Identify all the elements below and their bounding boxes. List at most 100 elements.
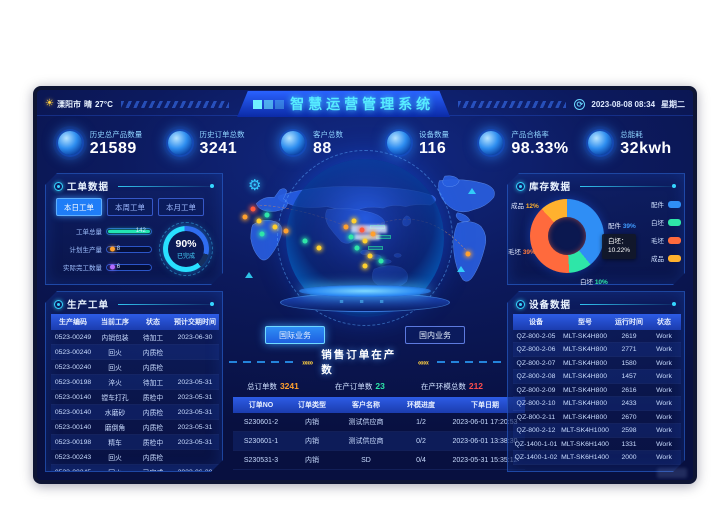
donut-label-finished: 成品 12%	[511, 203, 539, 210]
table-cell: QZ-1400-1-02	[513, 451, 559, 465]
orb-icon	[281, 131, 305, 155]
table-cell: 内销	[289, 431, 335, 451]
table-cell: 回火	[95, 450, 135, 465]
donut-legend: 配件 白坯 毛坯 成品	[651, 199, 681, 263]
kpi-label: 设备数量	[419, 129, 449, 139]
table-cell: 1/2	[397, 413, 445, 432]
stat-inproduction-orders: 在产订单数 23	[334, 381, 385, 391]
table-row: 0523-00140 磨倒角 内质检 2023-05-31	[51, 420, 219, 435]
column-header: 状态	[647, 314, 681, 330]
gauge-label: 已完成	[176, 254, 195, 260]
table-cell: QZ-800-2-10	[513, 397, 559, 411]
bar-fill	[110, 265, 115, 270]
table-cell: 0/2	[397, 431, 445, 451]
weather-widget: ☀ 溧阳市 晴 27°C	[45, 99, 113, 110]
table-cell: MLT-SK4H800	[559, 410, 611, 424]
table-cell: 2023-05-31	[171, 390, 219, 405]
table-row: QZ-1400-1-02 MLT-SK6H1400 2000 Work	[513, 451, 681, 465]
table-row: QZ-800-2-11 MLT-SK4H800 2670 Work	[513, 410, 681, 424]
title-banner: 智慧运营管理系统	[237, 91, 451, 117]
table-cell: 测试供应商	[335, 431, 397, 451]
bar-track: 6	[106, 264, 152, 271]
panel-title: 设备数据	[529, 300, 572, 311]
panel-bullet-icon	[516, 182, 525, 191]
legend-item[interactable]: 配件	[651, 199, 681, 209]
triangle-marker-icon	[245, 271, 254, 278]
sales-stats: 总订单数 3241 在产订单数 23 在产环模总数 212	[229, 380, 501, 394]
refresh-icon[interactable]: ⟳	[574, 98, 586, 110]
table-row: QZ-800-2-08 MLT-SK4H800 1457 Work	[513, 370, 681, 384]
bar-label: 工单总量	[76, 229, 102, 236]
table-cell: 待加工	[135, 330, 171, 345]
map-marker	[362, 238, 368, 244]
table-cell: Work	[647, 383, 681, 397]
bar-label: 计划生产量	[69, 247, 102, 254]
kpi-value: 32kwh	[620, 139, 672, 157]
panel-bullet-icon	[516, 300, 525, 309]
table-header-row: 订单NO 订单类型 客户名称 环模进度 下单日期	[233, 397, 525, 413]
map-marker	[242, 214, 248, 219]
kpi-equipment-count: 设备数量 116	[365, 129, 471, 158]
table-row: 0523-00245回火已完成2023-06-30	[51, 465, 219, 472]
gauge-value: 90%	[175, 238, 197, 250]
tab-today[interactable]: 本日工单	[56, 198, 102, 216]
bar-fill	[108, 230, 150, 233]
tab-this-week[interactable]: 本周工单	[107, 198, 153, 216]
international-business-button[interactable]: 国际业务	[265, 326, 325, 344]
map-marker	[250, 206, 256, 212]
table-cell: Work	[647, 397, 681, 411]
sales-section: 国际业务 国内业务 »»» 销售订单在产数 ««« 总订单数 3241 在产订单数…	[229, 324, 525, 472]
table-cell	[171, 345, 219, 360]
table-cell: 0523-00243	[51, 450, 95, 465]
legend-item[interactable]: 成品	[651, 253, 681, 263]
table-cell: 内质检	[135, 345, 171, 360]
legend-item[interactable]: 白坯	[651, 217, 681, 227]
table-cell: SD	[335, 450, 397, 470]
table-row: 0523-00240 回火 内质检	[51, 345, 219, 360]
weather-condition: 晴	[83, 99, 92, 109]
panel-title-line	[580, 186, 676, 187]
table-row: 0523-00198 精车 质检中 2023-05-31	[51, 435, 219, 450]
legend-swatch	[668, 219, 681, 226]
panel-title: 库存数据	[529, 182, 572, 193]
production-table: 生产编码 当前工序 状态 预计交期时间 0523-00249 内销包装 待加工 2023-06…	[51, 314, 219, 471]
kpi-value: 116	[419, 139, 447, 157]
column-header: 环模进度	[397, 397, 445, 413]
table-cell: 待加工	[135, 375, 171, 390]
table-row: S230601-1 内销 测试供应商 0/2 2023-06-01 13:38:30	[233, 431, 525, 451]
legend-item[interactable]: 毛坯	[651, 235, 681, 245]
datetime-widget: ⟳ 2023-08-08 08:34 星期二	[574, 98, 685, 110]
orb-icon	[167, 131, 192, 155]
bar-track: 8	[106, 246, 152, 253]
table-row: QZ-800-2-07 MLT-SK4H800 1580 Work	[513, 356, 681, 370]
panel-work-orders: 工单数据 本日工单 本周工单 本月工单 工单总量 142 计划生产量 8 实际完工数量 6	[45, 173, 223, 285]
table-cell: Work	[647, 343, 681, 357]
map-marker	[351, 218, 357, 224]
map-marker	[362, 263, 368, 269]
sales-title: 销售订单在产数	[321, 349, 397, 376]
decor-hatch-left	[120, 100, 230, 108]
table-cell: 内质检	[135, 405, 171, 420]
table-row: QZ-800-2-10 MLT-SK4H800 2433 Work	[513, 397, 681, 411]
gear-icon: ⚙	[248, 176, 262, 194]
table-cell: 0523-00245	[51, 465, 95, 472]
kpi-value: 88	[313, 139, 332, 157]
table-row: 0523-00249 内销包装 待加工 2023-06-30	[51, 330, 219, 345]
table-cell: 磨倒角	[95, 420, 135, 435]
decor-hatch-right	[458, 100, 567, 108]
column-header: 订单类型	[289, 397, 335, 413]
arrows-right-icon: »»»	[301, 357, 313, 367]
legend-swatch	[668, 255, 681, 262]
table-cell: QZ-800-2-06	[513, 343, 559, 357]
domestic-business-button[interactable]: 国内业务	[405, 326, 465, 344]
table-row: QZ-800-2-06 MLT-SK4H800 2771 Work	[513, 343, 681, 357]
table-cell: 0523-00140	[51, 420, 95, 435]
map-marker	[465, 251, 471, 257]
tab-this-month[interactable]: 本月工单	[158, 198, 204, 216]
decor-dashline	[437, 361, 501, 363]
table-cell: 内销	[289, 413, 335, 432]
map-marker	[359, 227, 365, 233]
kpi-label: 历史总产品数量	[89, 129, 143, 139]
kpi-total-customers: 客户总数 88	[259, 129, 365, 158]
table-cell: Work	[647, 410, 681, 424]
